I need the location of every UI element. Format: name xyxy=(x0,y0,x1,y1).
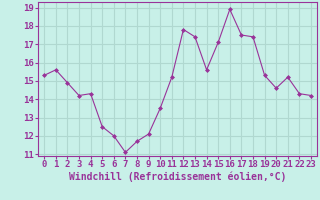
X-axis label: Windchill (Refroidissement éolien,°C): Windchill (Refroidissement éolien,°C) xyxy=(69,172,286,182)
